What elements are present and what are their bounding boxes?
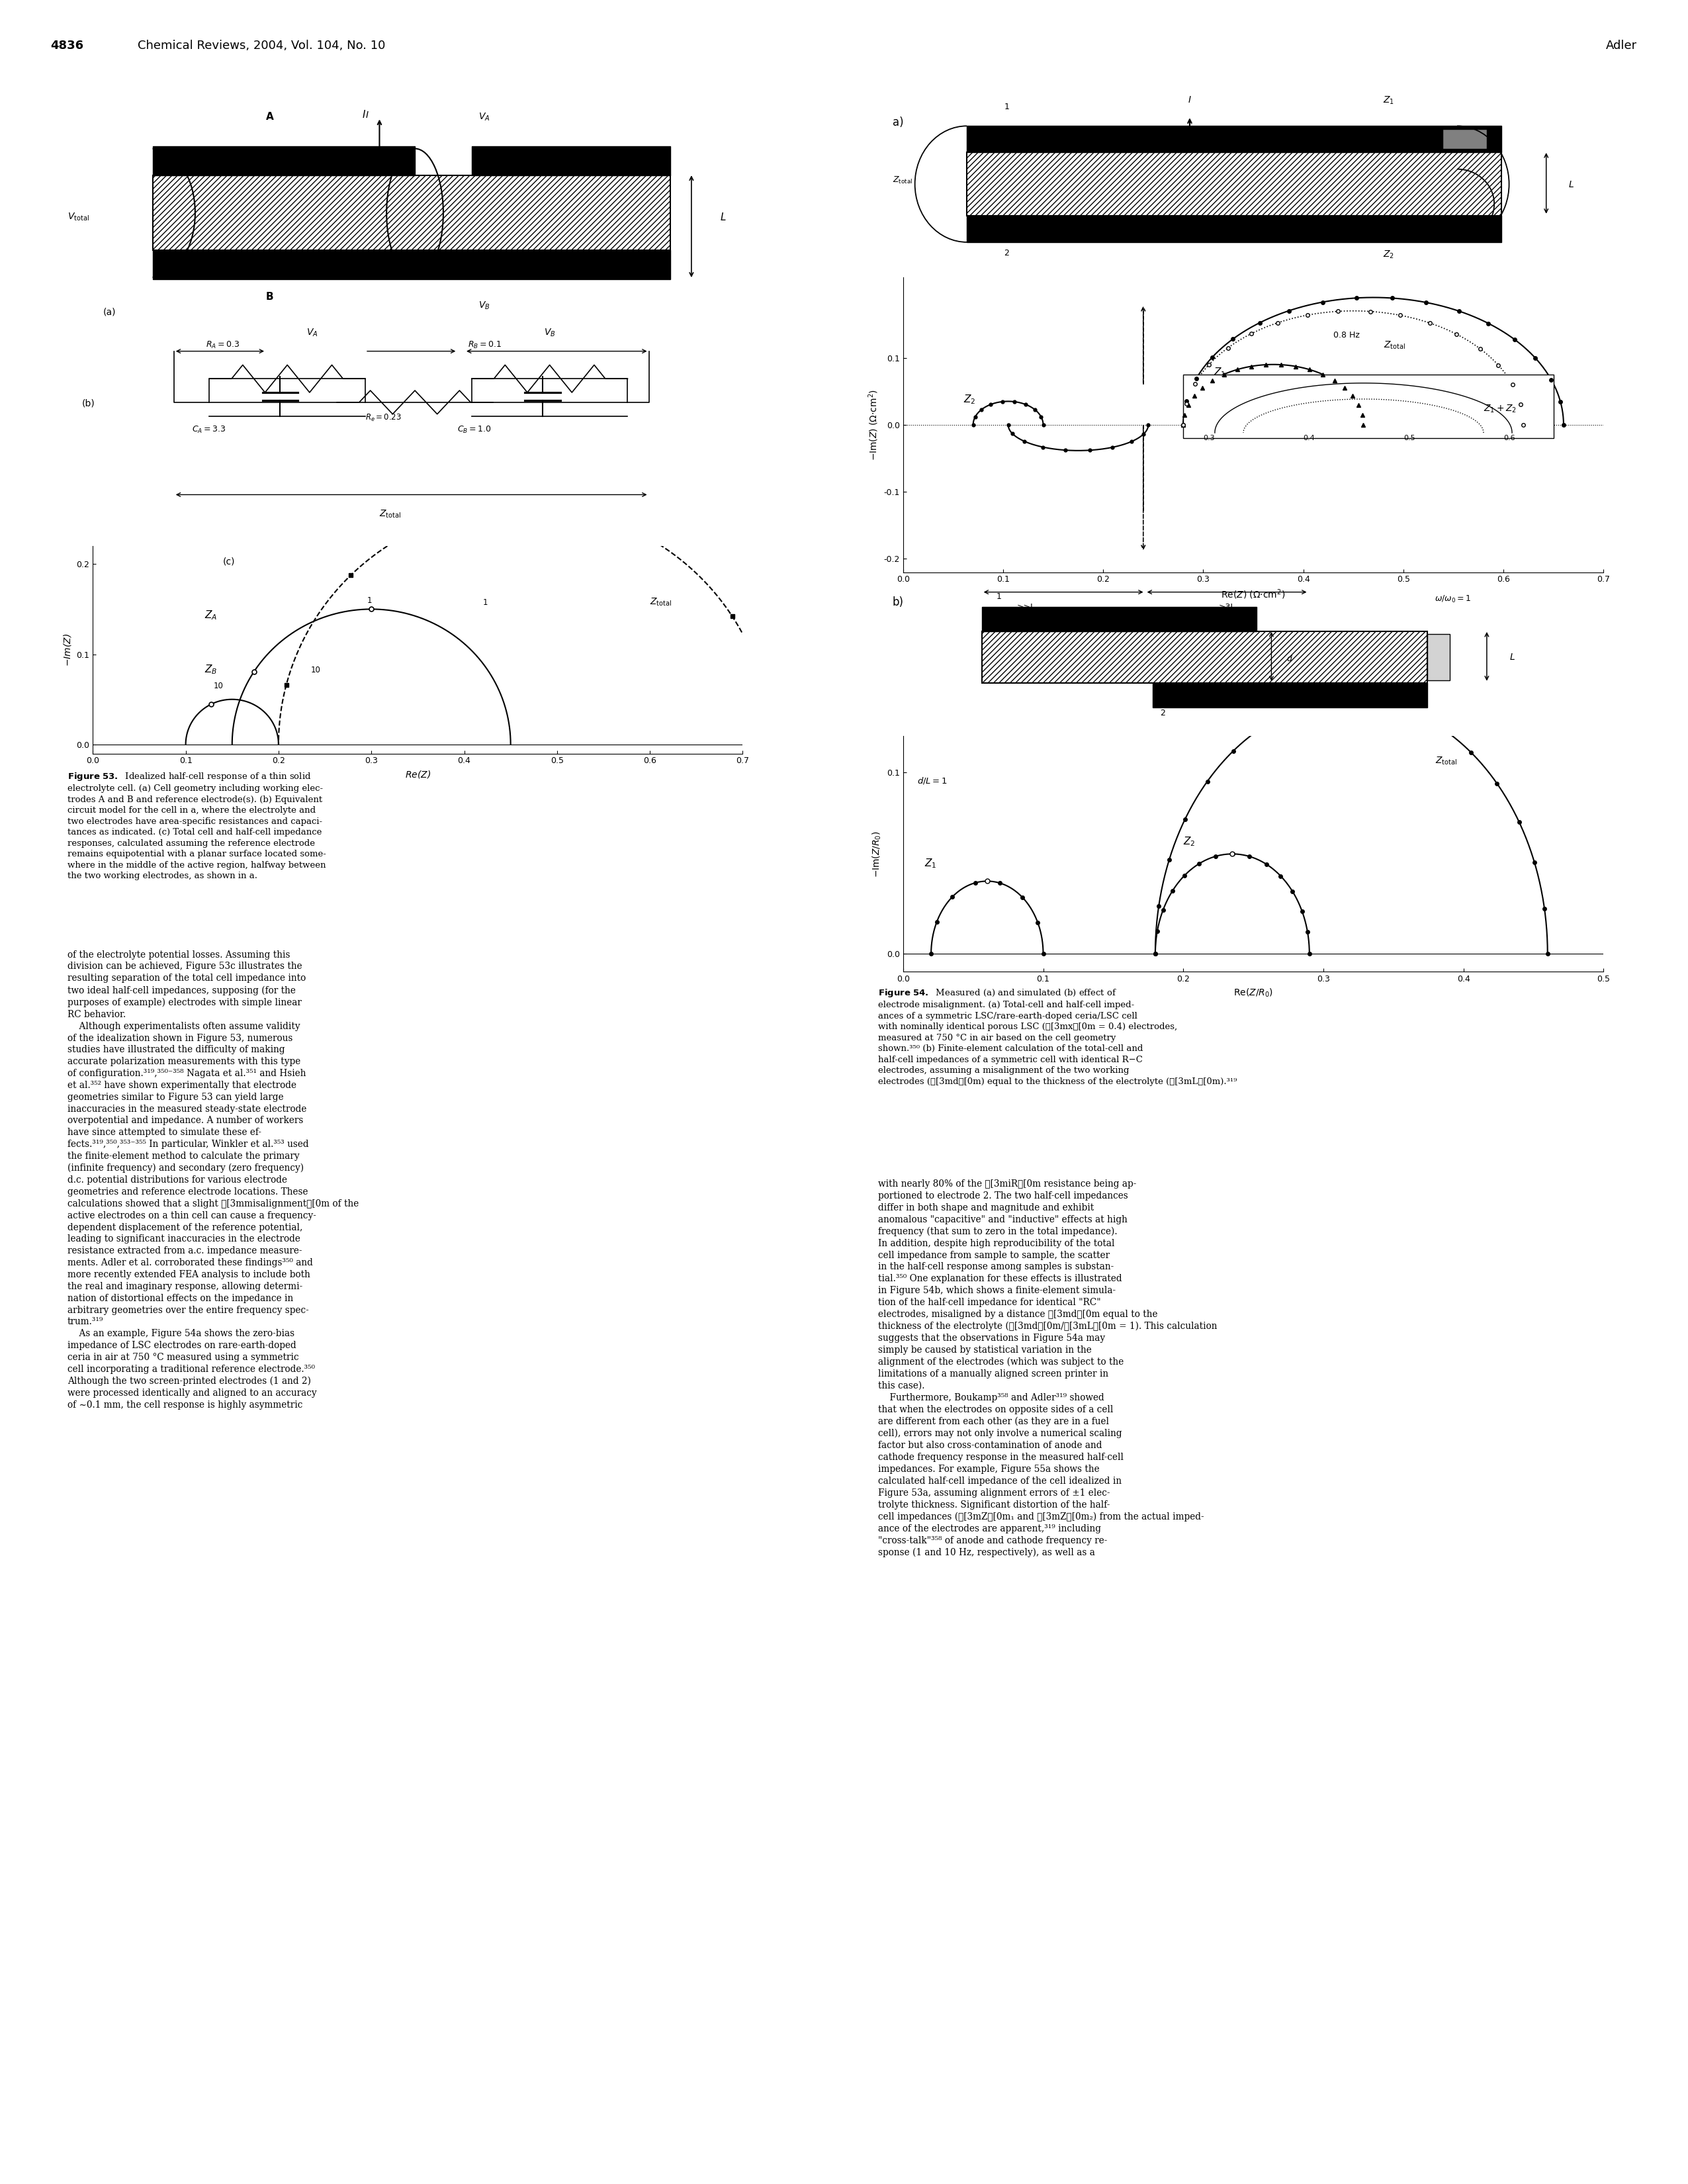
Text: $\omega/\omega_0=1$: $\omega/\omega_0=1$ [1435,594,1472,605]
Bar [1442,129,1487,149]
Text: $Z_1$: $Z_1$ [1214,367,1225,378]
Text: (a): (a) [103,308,116,317]
Text: $Z_A$: $Z_A$ [204,609,218,620]
X-axis label: Re($Z$) ($\Omega$$\cdot$cm$^2$): Re($Z$) ($\Omega$$\cdot$cm$^2$) [1220,587,1286,601]
Text: $C_A = 3.3$: $C_A = 3.3$ [191,424,226,435]
Text: $Z_{\rm total}$: $Z_{\rm total}$ [380,509,402,520]
Text: 1: 1 [366,596,371,605]
Text: $Z_2$: $Z_2$ [964,393,976,406]
Text: 1: 1 [483,598,488,607]
Text: 0.3: 0.3 [1204,435,1215,441]
Bar [967,153,1502,216]
Bar [471,146,670,175]
Text: $L$: $L$ [719,212,726,223]
Text: 2: 2 [1004,249,1009,258]
Bar [152,251,670,280]
Y-axis label: $-$Im($Z$) ($\Omega$$\cdot$cm$^2$): $-$Im($Z$) ($\Omega$$\cdot$cm$^2$) [868,389,879,461]
Y-axis label: $-$Im($Z/R_0$): $-$Im($Z/R_0$) [871,830,883,878]
Text: $Z_B$: $Z_B$ [204,664,218,675]
X-axis label: Re($Z$): Re($Z$) [405,769,430,780]
Text: with nearly 80% of the [3miR[0m resistance being ap-
portioned to electrode 2.: with nearly 80% of the [3miR[0m resist… [878,1179,1217,1557]
Text: 0.6: 0.6 [1504,435,1516,441]
Text: $V_{\rm total}$: $V_{\rm total}$ [68,212,89,223]
Text: $R_B = 0.1$: $R_B = 0.1$ [468,341,501,349]
Text: a): a) [893,116,903,129]
Text: Adler: Adler [1607,39,1637,52]
Text: 0.8 Hz: 0.8 Hz [1334,332,1361,341]
Text: $I$: $I$ [361,109,366,120]
Text: $Z_2$: $Z_2$ [1382,249,1394,260]
Text: 10: 10 [311,666,321,675]
Bar [982,607,1256,631]
Bar [152,175,670,251]
Text: (b): (b) [81,400,95,408]
Text: $d/L = 1$: $d/L = 1$ [917,775,947,786]
Text: $Z_{\rm total}$: $Z_{\rm total}$ [650,596,672,607]
Bar [967,127,1502,153]
Text: 4836: 4836 [51,39,84,52]
Text: $I$: $I$ [365,109,370,120]
Text: $Z_1+Z_2$: $Z_1+Z_2$ [1484,404,1518,415]
Text: 1: 1 [1004,103,1009,111]
Text: $Z_1$: $Z_1$ [1382,94,1394,105]
X-axis label: Re($Z/R_0$): Re($Z/R_0$) [1234,987,1273,998]
Text: $V_B$: $V_B$ [544,328,555,339]
Y-axis label: $-$Im($Z$): $-$Im($Z$) [62,633,73,666]
Text: $R_e = 0.23$: $R_e = 0.23$ [365,413,402,424]
Text: A: A [265,111,273,122]
Text: $L$: $L$ [1509,653,1514,662]
Text: 0.4: 0.4 [1303,435,1315,441]
Text: $Z_2$: $Z_2$ [1183,836,1195,847]
Bar [1153,684,1428,708]
Bar [1183,373,1553,439]
Bar [982,631,1428,684]
Text: $V_A$: $V_A$ [479,111,490,122]
Text: 10: 10 [213,681,223,690]
Text: $\bf{Figure\ 54.}$  Measured (a) and simulated (b) effect of
electrode misalignm: $\bf{Figure\ 54.}$ Measured (a) and simu… [878,987,1237,1085]
Text: $Z_{\rm total}$: $Z_{\rm total}$ [1384,341,1406,352]
Text: $L$: $L$ [1568,179,1575,190]
Bar [152,146,415,175]
Bar [1428,633,1450,679]
Text: b): b) [893,596,903,609]
Text: $V_B$: $V_B$ [479,301,490,312]
Text: $Z_{\rm total}$: $Z_{\rm total}$ [893,175,913,186]
Text: of the electrolyte potential losses. Assuming this
division can be achieved, Fig: of the electrolyte potential losses. Ass… [68,950,360,1409]
Text: $R_A = 0.3$: $R_A = 0.3$ [206,341,240,349]
Bar [967,216,1502,242]
Text: 1: 1 [996,592,1001,601]
Text: >>L: >>L [1018,603,1035,612]
Text: $\bf{Figure\ 53.}$  Idealized half-cell response of a thin solid
electrolyte cel: $\bf{Figure\ 53.}$ Idealized half-cell r… [68,771,326,880]
Text: $d$: $d$ [1286,653,1293,664]
Text: 0.5: 0.5 [1403,435,1415,441]
Text: B: B [265,293,273,301]
Text: $Z_{\rm total}$: $Z_{\rm total}$ [1435,756,1457,767]
Text: >3L: >3L [1219,603,1236,612]
Text: $V_A$: $V_A$ [306,328,317,339]
Text: $Z_1$: $Z_1$ [923,858,937,869]
Text: (c): (c) [223,557,235,566]
Text: 2: 2 [1160,708,1165,716]
Text: Chemical Reviews, 2004, Vol. 104, No. 10: Chemical Reviews, 2004, Vol. 104, No. 10 [138,39,385,52]
Text: $C_B = 1.0$: $C_B = 1.0$ [457,424,491,435]
Text: $I$: $I$ [1188,96,1192,105]
